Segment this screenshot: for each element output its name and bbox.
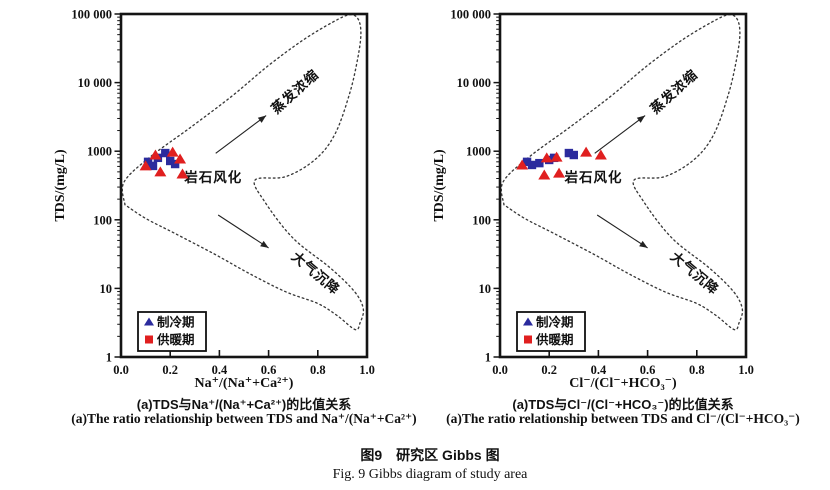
- data-point-供暖期-5: [176, 168, 189, 179]
- evaporation-arrow-head: [257, 115, 267, 123]
- x-axis-tick-label: 0.6: [640, 363, 656, 377]
- gibbs-plot-a: 1 10 100 1000 10 000 100 000 0.0 0.2 0.4 0.6 0.8 1.…: [53, 8, 375, 378]
- x-axis-tick-label: 0.8: [310, 363, 326, 377]
- data-point-供暖期-3: [166, 146, 179, 157]
- legend-marker-0: [144, 317, 154, 326]
- x-axis-tick-label: 0.0: [492, 363, 508, 377]
- y-axis-tick-label: 10 000: [78, 76, 112, 90]
- y-axis-tick-label: 10: [100, 282, 113, 296]
- data-point-制冷期-2: [535, 158, 544, 168]
- y-axis-tick-label: 100: [472, 213, 491, 227]
- data-point-供暖期-0: [139, 160, 152, 171]
- legend-marker-1: [524, 335, 532, 344]
- precipitation-arrow: [596, 214, 648, 249]
- x-axis-tick-label: 1.0: [738, 363, 754, 377]
- legend-label-1: 供暖期: [535, 332, 574, 347]
- x-axis-tick-label: 0.4: [212, 363, 228, 377]
- gibbs-panel-b: 1 10 100 1000 10 000 100 000 0.0 0.2 0.4 0.6 0.8 1.…: [415, 0, 830, 490]
- data-point-供暖期-2: [154, 166, 167, 177]
- data-point-制冷期-5: [564, 148, 574, 158]
- data-point-供暖期-5: [580, 146, 593, 157]
- data-point-制冷期-1: [527, 160, 537, 170]
- x-axis-tick-label: 1.0: [359, 363, 375, 377]
- data-point-供暖期-0: [516, 159, 529, 170]
- x-axis-tick-label: 0.6: [261, 363, 277, 377]
- y-axis-tick-label: 100: [93, 213, 112, 227]
- panel-caption-zh-b: (a)TDS与Cl⁻/(Cl⁻+HCO₃⁻)的比值关系: [512, 397, 734, 412]
- data-point-供暖期-4: [553, 167, 566, 178]
- data-point-制冷期-3: [161, 148, 170, 158]
- evaporation-arrow-head: [636, 115, 646, 123]
- precipitation-arrow-head: [639, 240, 648, 248]
- y-axis-tick-label: 10 000: [457, 76, 491, 90]
- y-axis-tick-label: 10: [479, 282, 492, 296]
- gibbs-boundary-outline: [121, 13, 365, 331]
- panel-caption-en-b: (a)The ratio relationship between TDS an…: [446, 411, 800, 426]
- y-axis-tick-label: 1000: [466, 145, 491, 159]
- legend-label-0: 制冷期: [157, 315, 195, 330]
- evaporation-label: 蒸发浓缩: [268, 66, 322, 117]
- plot-frame: [119, 12, 369, 359]
- evaporation-arrow: [215, 115, 267, 154]
- legend-marker-0: [523, 317, 533, 326]
- x-axis-tick-label: 0.2: [541, 363, 557, 377]
- x-axis-tick-label: 0.2: [162, 363, 178, 377]
- y-axis-title: TDS/(mg/L): [432, 149, 447, 222]
- data-point-供暖期-1: [149, 149, 162, 160]
- data-point-制冷期-0: [143, 157, 153, 167]
- y-axis-tick-label: 1: [106, 351, 112, 365]
- y-axis-tick-label: 1000: [87, 145, 112, 159]
- x-axis-tick-label: 0.8: [689, 363, 705, 377]
- data-point-制冷期-4: [166, 156, 175, 166]
- data-point-供暖期-4: [174, 153, 187, 164]
- plot-frame: [498, 12, 748, 359]
- data-point-制冷期-0: [522, 157, 532, 167]
- panel-caption-en-a: (a)The ratio relationship between TDS an…: [71, 411, 417, 426]
- x-axis-title-b: Cl⁻/(Cl⁻+HCO₃⁻): [569, 376, 677, 391]
- precipitation-arrow-head: [260, 240, 269, 248]
- data-point-供暖期-2: [540, 152, 553, 163]
- evaporation-arrow: [594, 115, 646, 154]
- data-point-供暖期-1: [538, 169, 551, 180]
- x-axis-tick-label: 0.4: [591, 363, 607, 377]
- data-point-制冷期-6: [569, 150, 578, 160]
- x-axis-tick-label: 0.0: [113, 363, 129, 377]
- y-axis-tick-label: 1: [485, 351, 491, 365]
- legend-label-1: 供暖期: [156, 332, 195, 347]
- y-axis-tick-label: 100 000: [450, 8, 491, 22]
- figure-caption-en: Fig. 9 Gibbs diagram of study area: [332, 467, 528, 482]
- figure-caption-zh: 图9 研究区 Gibbs 图: [360, 447, 500, 463]
- data-point-制冷期-5: [170, 159, 180, 169]
- panel-caption-zh-a: (a)TDS与Na⁺/(Na⁺+Ca²⁺)的比值关系: [136, 397, 352, 412]
- evaporation-label: 蒸发浓缩: [647, 66, 701, 117]
- data-point-供暖期-3: [550, 151, 563, 162]
- gibbs-boundary-outline: [500, 13, 744, 331]
- gibbs-plot-b: 1 10 100 1000 10 000 100 000 0.0 0.2 0.4 0.6 0.8 1.…: [432, 8, 754, 378]
- data-point-供暖期-6: [594, 149, 607, 160]
- x-axis-title-a: Na⁺/(Na⁺+Ca²⁺): [194, 376, 294, 391]
- data-point-制冷期-1: [148, 161, 158, 171]
- precipitation-arrow: [217, 214, 269, 249]
- legend-marker-1: [145, 335, 153, 344]
- legend-label-0: 制冷期: [536, 315, 574, 330]
- rock-weathering-label: 岩石风化: [563, 169, 622, 185]
- y-axis-title: TDS/(mg/L): [53, 149, 68, 222]
- rock-weathering-label: 岩石风化: [183, 169, 242, 185]
- gibbs-panel-a: 1 10 100 1000 10 000 100 000 0.0 0.2 0.4 0.6 0.8 1.…: [53, 8, 417, 427]
- y-axis-tick-label: 100 000: [71, 8, 112, 22]
